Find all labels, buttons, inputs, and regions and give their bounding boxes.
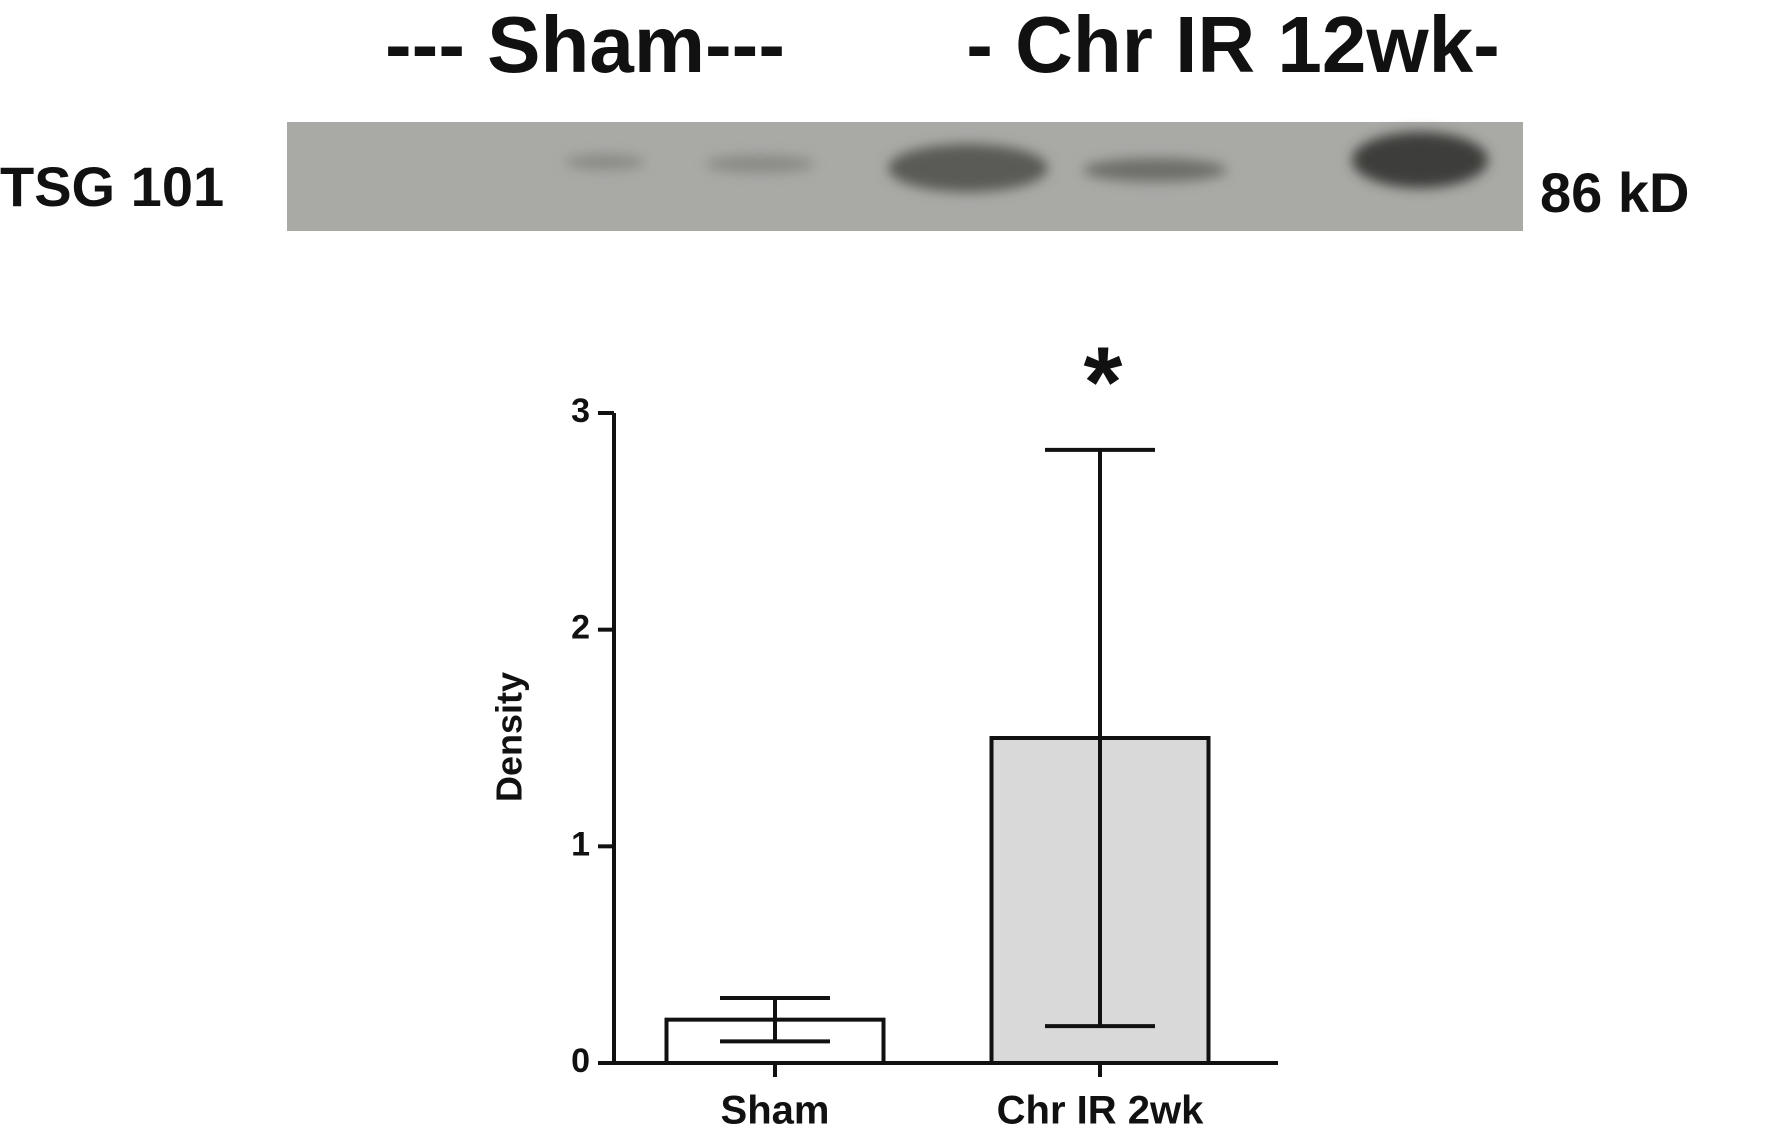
x-tick-label: Sham [721,1089,830,1133]
blot-group-label: --- Sham--- [385,0,785,89]
y-axis-label: Density [489,672,530,802]
y-tick-label: 2 [571,609,590,647]
blot-bands [565,132,1488,192]
significance-annotation: * [1084,326,1123,438]
y-tick-label: 1 [571,825,590,863]
x-tick-label: Chr IR 2wk [997,1089,1204,1133]
protein-label: TSG 101 [0,155,224,218]
y-tick-label: 0 [571,1042,590,1080]
y-tick-label: 3 [571,392,590,430]
blot-group-label: - Chr IR 12wk- [966,0,1499,89]
size-label: 86 kD [1540,161,1689,224]
